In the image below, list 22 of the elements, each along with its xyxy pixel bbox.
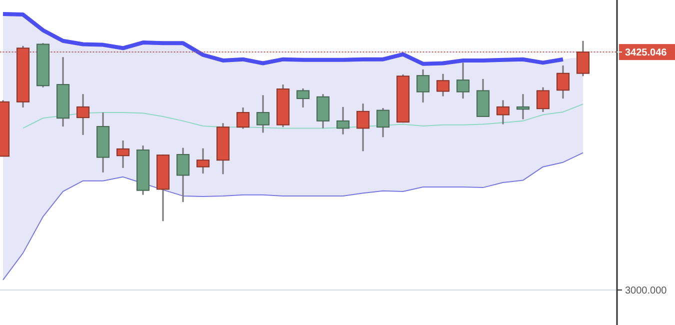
candlestick [376, 107, 390, 138]
candlestick [516, 93, 530, 120]
candlestick [256, 94, 270, 134]
line-series [22, 104, 584, 129]
candlestick [456, 62, 470, 100]
candlestick [536, 86, 550, 113]
candlestick [436, 73, 450, 98]
y-tick-label: 3425.046 [625, 48, 668, 59]
candlestick [76, 93, 90, 136]
candlestick [296, 88, 310, 108]
candlestick [356, 102, 370, 152]
candlestick [176, 147, 190, 203]
candlestick [416, 68, 430, 104]
candlestick [496, 99, 510, 126]
candlestick [556, 64, 570, 100]
y-tick-label: 3000.000 [625, 286, 668, 297]
candlestick [196, 148, 210, 174]
line-series [1, 12, 565, 66]
candlestick [336, 106, 350, 136]
candlestick [116, 140, 130, 169]
candlestick [236, 106, 250, 130]
line-series [2, 152, 584, 280]
